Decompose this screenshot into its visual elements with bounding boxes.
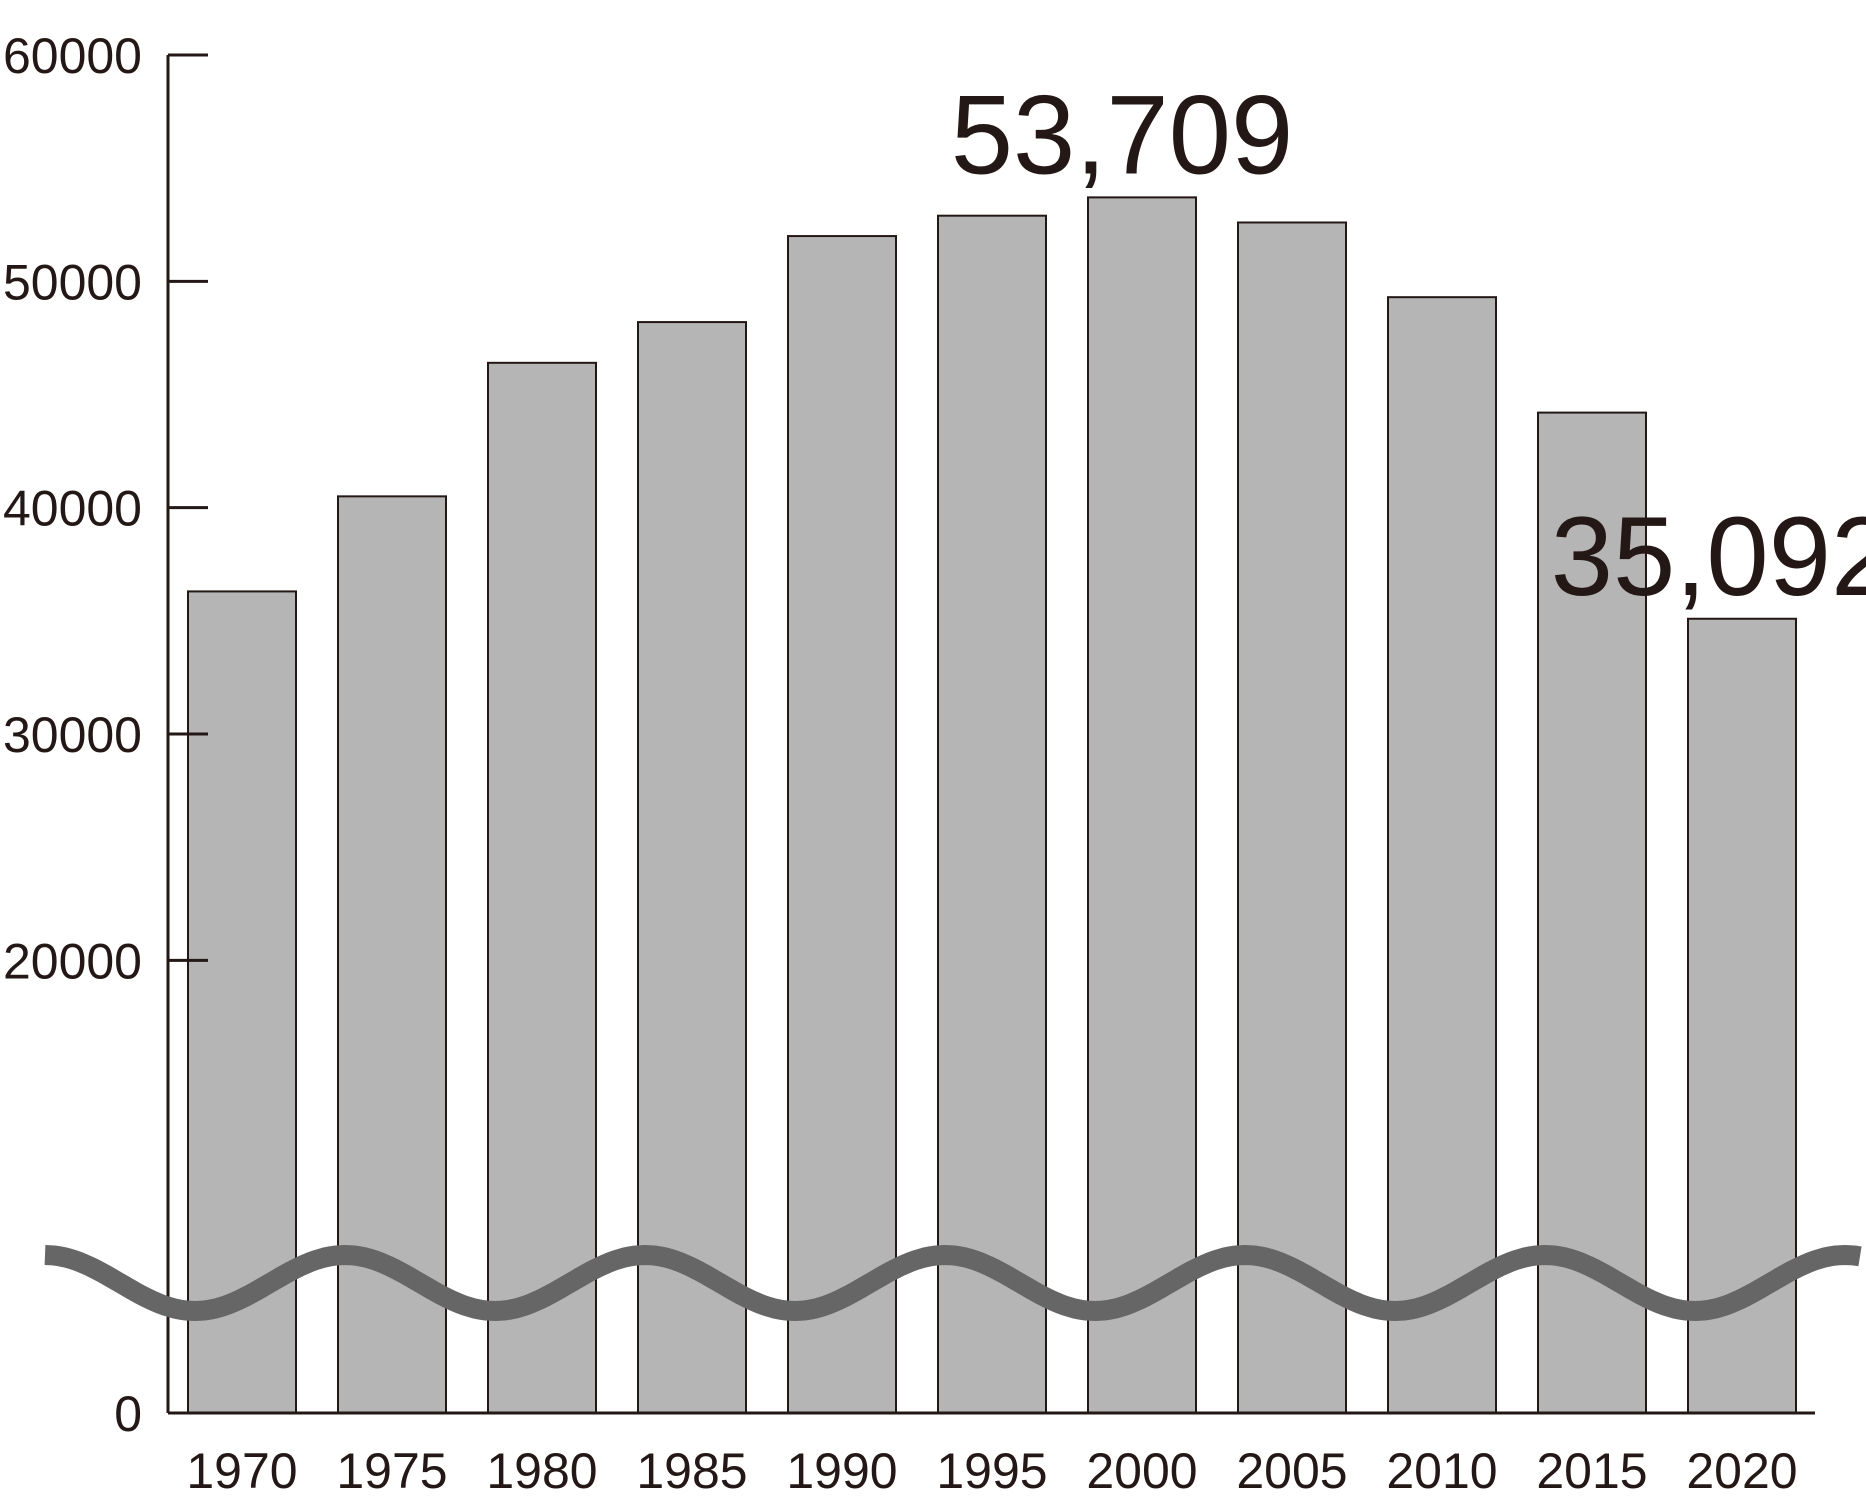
y-tick-label-50000: 50000 (3, 254, 142, 310)
bar-1980 (487, 361, 597, 1414)
y-tick-label-0: 0 (114, 1386, 142, 1442)
bar-2005 (1237, 221, 1347, 1414)
x-tick-label-1985: 1985 (636, 1443, 747, 1499)
bar-1995 (937, 214, 1047, 1415)
x-tick-label-1970: 1970 (186, 1443, 297, 1499)
x-tick-label-2005: 2005 (1236, 1443, 1347, 1499)
data-label-2020: 35,092 (1551, 494, 1866, 619)
bar-2000 (1087, 196, 1197, 1414)
bar-1985 (637, 321, 747, 1414)
y-tick-label-40000: 40000 (3, 481, 142, 537)
axis-break-wave (44, 1244, 1862, 1322)
y-tick-label-60000: 60000 (3, 28, 142, 84)
x-tick-label-2020: 2020 (1686, 1443, 1797, 1499)
data-label-2000: 53,709 (951, 72, 1294, 197)
x-tick-label-1990: 1990 (786, 1443, 897, 1499)
x-tick-label-2000: 2000 (1086, 1443, 1197, 1499)
x-tick-label-2015: 2015 (1536, 1443, 1647, 1499)
x-tick-label-2010: 2010 (1386, 1443, 1497, 1499)
y-tick-label-30000: 30000 (3, 707, 142, 763)
x-tick-label-1980: 1980 (486, 1443, 597, 1499)
y-tick-label-20000: 20000 (3, 933, 142, 989)
bar-1990 (787, 235, 897, 1415)
x-tick-label-1975: 1975 (336, 1443, 447, 1499)
x-tick-label-1995: 1995 (936, 1443, 1047, 1499)
bar-2010 (1387, 296, 1497, 1415)
